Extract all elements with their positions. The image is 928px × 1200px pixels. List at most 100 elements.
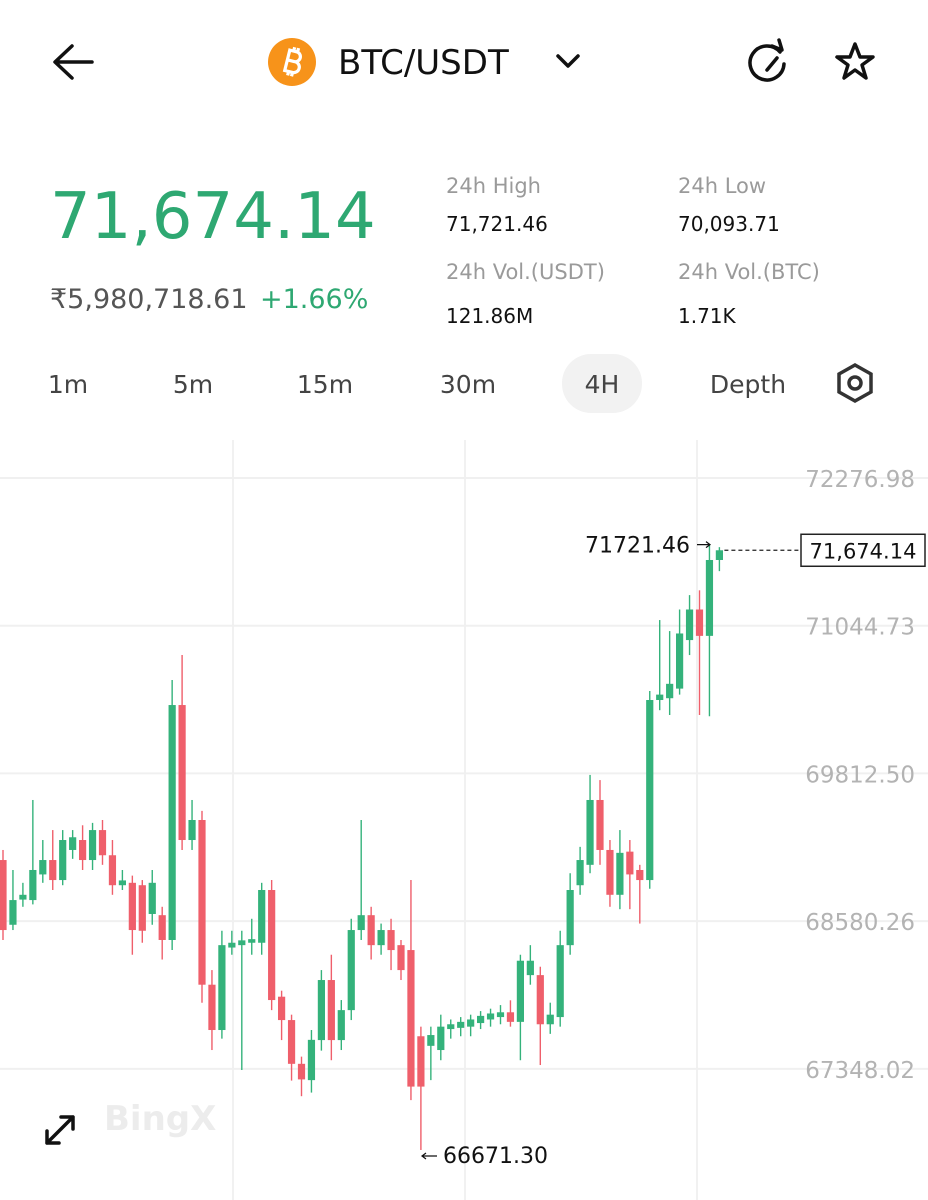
- candle-body: [287, 1020, 296, 1064]
- candle-body: [218, 945, 226, 1031]
- stat-value: 1.71K: [678, 304, 737, 328]
- candle-body: [88, 830, 97, 861]
- back-button[interactable]: [53, 44, 94, 80]
- candle-body: [496, 1012, 505, 1018]
- pair-title: BTC/USDT: [338, 43, 509, 83]
- candle-body: [437, 1026, 445, 1051]
- candle-body: [108, 855, 117, 886]
- candle-body: [536, 975, 544, 1025]
- timeframe-label: 4H: [585, 370, 620, 399]
- candle-body: [516, 960, 524, 1022]
- candle-body: [486, 1013, 495, 1020]
- last-price: 71,674.14: [50, 180, 376, 254]
- candle-body: [0, 860, 7, 931]
- candle-body: [238, 940, 246, 946]
- stat-value: 70,093.71: [678, 212, 780, 236]
- candle-body: [98, 830, 107, 856]
- star-icon: [835, 42, 875, 80]
- candle-body: [228, 942, 236, 948]
- candle-body: [49, 860, 57, 881]
- timeframe-tab[interactable]: 4H: [562, 354, 642, 413]
- chevron: [556, 54, 580, 68]
- last-price-box: [800, 533, 926, 568]
- timeframe-tab[interactable]: 1m: [48, 370, 88, 399]
- candle-body: [198, 820, 206, 985]
- candle-body: [168, 705, 176, 940]
- timeframe-tab[interactable]: 30m: [440, 370, 496, 399]
- candle-body: [407, 950, 415, 1087]
- candle-body: [268, 890, 276, 1001]
- pair-selector[interactable]: BTC/USDT: [268, 38, 580, 86]
- refresh-button[interactable]: [748, 38, 786, 82]
- timeframe-tab[interactable]: 5m: [173, 370, 213, 399]
- refresh-arrow: [765, 38, 784, 72]
- y-tick-label: 67348.02: [805, 1058, 915, 1084]
- fullscreen-button[interactable]: [45, 1115, 75, 1145]
- stat-label: 24h Low: [678, 174, 766, 198]
- candlestick-chart: BingX 72276.98 71044.73 69812.50 68580.26 67…: [0, 440, 928, 1200]
- candle-body: [59, 840, 67, 881]
- candle-body: [447, 1024, 455, 1030]
- candle-body: [526, 960, 534, 976]
- btc-glyph: [282, 46, 302, 77]
- chart-settings-button[interactable]: [837, 362, 873, 404]
- candle-body: [208, 984, 216, 1031]
- candle-body: [685, 609, 694, 641]
- candle-body: [19, 894, 27, 900]
- timeframe-tab[interactable]: Depth: [710, 370, 786, 399]
- stat-label: 24h Vol.(USDT): [446, 260, 605, 284]
- settings-dot: [847, 375, 863, 391]
- candle-body: [327, 980, 335, 1041]
- high-label: 71721.46: [585, 534, 690, 559]
- candle-body: [79, 840, 87, 861]
- candle-body: [636, 869, 644, 881]
- back-arrow: [53, 44, 94, 80]
- inr-price: ₹5,980,718.61: [50, 284, 248, 315]
- stat-label: 24h High: [446, 174, 541, 198]
- candle-body: [546, 1014, 554, 1025]
- candle-body: [596, 799, 604, 850]
- candle-body: [586, 799, 594, 865]
- low-arrow: [421, 1152, 437, 1160]
- candle-body: [248, 939, 256, 943]
- candle-body: [188, 820, 196, 841]
- stat-value: 71,721.46: [446, 212, 548, 236]
- candle-body: [467, 1019, 475, 1027]
- timeframe-label: 5m: [173, 370, 213, 399]
- candle-body: [337, 1010, 345, 1041]
- candle-body: [417, 1036, 425, 1087]
- candle-body: [39, 860, 47, 875]
- last-price-label: 71,674.14: [810, 539, 917, 563]
- timeframe-label: 1m: [48, 370, 88, 399]
- candle-body: [148, 882, 156, 914]
- candle-body: [666, 683, 674, 699]
- candle-body: [705, 559, 714, 636]
- candle-body: [158, 915, 166, 940]
- timeframe-label: Depth: [710, 370, 786, 399]
- candle-body: [695, 609, 704, 636]
- y-tick-label: 71044.73: [805, 615, 915, 641]
- candle-body: [377, 930, 385, 946]
- candle-body: [128, 882, 136, 931]
- candle-body: [118, 880, 126, 886]
- candle-body: [69, 837, 77, 850]
- expand-icon: [45, 1115, 75, 1145]
- selected-pill: [562, 354, 642, 413]
- candle-body: [715, 550, 723, 560]
- refresh-arc: [748, 44, 786, 82]
- candle-body: [367, 915, 375, 946]
- candle-body: [556, 945, 564, 1018]
- y-tick-label: 69812.50: [805, 762, 915, 788]
- candle-body: [427, 1035, 435, 1046]
- candle-body: [646, 700, 654, 881]
- watermark: BingX: [104, 1099, 216, 1139]
- candle-body: [317, 980, 325, 1041]
- favorite-button[interactable]: [835, 42, 875, 80]
- timeframe-label: 15m: [297, 370, 353, 399]
- stats: 24h High 71,721.46 24h Low 70,093.71 24h Vol…: [446, 174, 820, 328]
- candle-body: [347, 930, 355, 1011]
- low-label: 66671.30: [443, 1144, 548, 1169]
- timeframe-tab[interactable]: 15m: [297, 370, 353, 399]
